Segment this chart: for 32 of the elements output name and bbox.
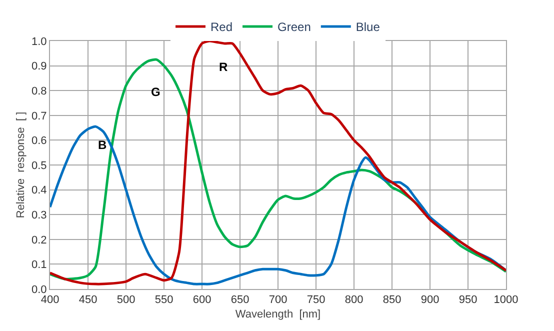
x-tick-label: 650 [230, 294, 250, 306]
y-tick-label: 0.6 [32, 135, 47, 148]
x-tick-label: 500 [116, 294, 136, 306]
x-tick-label: 900 [420, 294, 440, 306]
x-tick-label: 700 [268, 294, 288, 306]
x-tick-label: 800 [344, 294, 364, 306]
annotation: R [219, 60, 228, 74]
annotation: B [98, 138, 107, 152]
x-tick-label: 850 [382, 294, 402, 306]
legend-label: Red [210, 20, 233, 34]
y-tick-label: 0.2 [32, 234, 47, 246]
y-tick-label: 1.0 [32, 36, 47, 48]
x-tick-label: 450 [78, 294, 98, 306]
y-tick-label: 0.1 [32, 259, 47, 272]
y-tick-label: 0.8 [32, 85, 47, 98]
y-tick-label: 0.9 [32, 60, 47, 73]
y-tick-label: 0.3 [32, 209, 47, 222]
x-axis-title: Wavelength [nm] [235, 308, 321, 320]
y-axis-title: Relative response [ ] [15, 112, 28, 218]
x-tick-label: 550 [154, 294, 174, 306]
annotation: G [151, 85, 160, 99]
legend-label: Green [278, 20, 311, 34]
legend-label: Blue [356, 20, 380, 34]
x-tick-label: 1000 [494, 294, 518, 306]
y-tick-label: 0.0 [32, 284, 47, 296]
y-tick-label: 0.5 [32, 160, 47, 172]
x-tick-label: 600 [192, 294, 212, 306]
y-tick-label: 0.4 [32, 184, 47, 197]
x-tick-label: 750 [306, 294, 326, 306]
y-tick-label: 0.7 [32, 110, 47, 122]
x-tick-label: 950 [458, 294, 478, 306]
x-tick-label: 400 [40, 294, 60, 306]
